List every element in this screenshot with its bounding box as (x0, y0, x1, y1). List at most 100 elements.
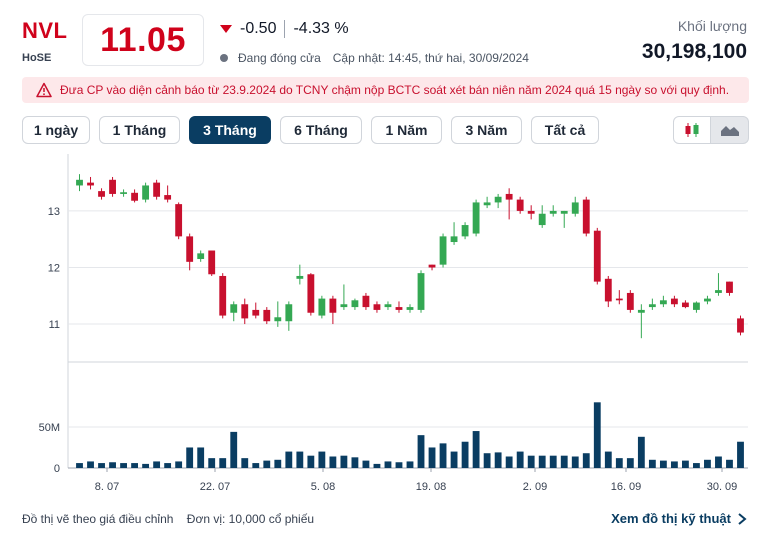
volume-bar (98, 463, 105, 468)
volume-bar (351, 457, 359, 468)
candle-down (428, 264, 436, 268)
volume-bar (329, 456, 337, 468)
volume-bar (153, 461, 161, 468)
warning-text: Đưa CP vào diện cảnh báo từ 23.9.2024 do… (60, 83, 730, 97)
volume-bar (175, 461, 183, 468)
tab-3-months[interactable]: 3 Tháng (189, 116, 271, 144)
candle-up (406, 307, 414, 310)
volume-bar (384, 461, 392, 468)
volume-bar (494, 452, 502, 468)
price-chart: 13 12 11 50M 0 8. 07 22. 07 5. 08 19. 08 2. 09 16… (39, 154, 748, 493)
candlestick-button[interactable] (673, 116, 711, 144)
volume-bar (538, 455, 546, 468)
exchange-label: HoSE (22, 52, 52, 64)
candle-up (693, 302, 700, 310)
tab-3-years[interactable]: 3 Năm (451, 116, 522, 144)
candle-down (604, 278, 612, 302)
candle-up (648, 304, 656, 308)
volume-tick-label: 0 (54, 463, 60, 475)
volume-bar (208, 458, 216, 468)
volume-bar (307, 455, 315, 468)
candle-up (538, 213, 546, 226)
x-tick-label: 8. 07 (95, 481, 119, 493)
volume-bar (120, 463, 127, 468)
tab-1-month[interactable]: 1 Tháng (99, 116, 180, 144)
candle-up (704, 298, 711, 302)
volume-bar (373, 463, 381, 468)
candle-up (384, 304, 392, 308)
volume-bar (285, 451, 293, 468)
tab-all[interactable]: Tất cả (531, 116, 599, 144)
volume-bar (318, 451, 326, 468)
change-value: -0.50 (240, 20, 277, 37)
tab-6-months[interactable]: 6 Tháng (280, 116, 362, 144)
chevron-right-icon (738, 512, 747, 525)
volume-bar (527, 455, 535, 468)
volume-value: 30,198,100 (641, 40, 747, 63)
candle-down (527, 210, 535, 214)
updated-time: Cập nhật: 14:45, thứ hai, 30/09/2024 (332, 51, 529, 65)
volume-bar (164, 463, 172, 468)
volume-bar (76, 463, 83, 468)
price-box: 11.05 (82, 14, 204, 66)
candle-up (120, 192, 127, 194)
candle-up (483, 202, 491, 206)
candle-down (670, 298, 678, 305)
candle-up (637, 309, 645, 313)
candle-up (351, 300, 359, 308)
volume-bar (197, 447, 205, 468)
technical-chart-link-text: Xem đồ thị kỹ thuật (611, 511, 731, 526)
candle-up (417, 273, 425, 310)
candle-down (362, 295, 370, 308)
candle-down (241, 304, 249, 319)
volume-bar (219, 458, 227, 468)
tab-1-day[interactable]: 1 ngày (22, 116, 90, 144)
volume-bar (131, 463, 139, 468)
technical-chart-link[interactable]: Xem đồ thị kỹ thuật (611, 511, 747, 526)
status-text: Đang đóng cửa (238, 51, 321, 65)
tab-1-year[interactable]: 1 Năm (371, 116, 442, 144)
divider (284, 20, 286, 38)
status-dot-icon (220, 54, 228, 62)
candle-up (274, 317, 282, 322)
volume-bar (109, 462, 116, 468)
adjusted-price-note: Đồ thị vẽ theo giá điều chỉnh (22, 512, 174, 526)
warning-triangle-icon (36, 82, 52, 98)
volume-bar (615, 458, 623, 468)
candle-down (98, 191, 105, 197)
candle-up (318, 298, 326, 316)
candle-down (626, 292, 634, 310)
x-tick-label: 22. 07 (200, 481, 231, 493)
volume-bar (428, 447, 436, 468)
volume-bar (571, 456, 579, 468)
volume-bar (439, 443, 447, 468)
volume-tick-label: 50M (39, 422, 60, 434)
volume-bar (252, 463, 260, 468)
candle-down (131, 192, 139, 201)
volume-bar (737, 441, 744, 468)
x-tick-label: 16. 09 (611, 481, 642, 493)
volume-bar (362, 460, 370, 468)
volume-bar (472, 431, 480, 468)
volume-bar (274, 459, 282, 468)
volume-bar (516, 451, 524, 468)
volume-bar (186, 447, 194, 468)
candlestick-icon (685, 123, 699, 137)
x-tick-label: 30. 09 (707, 481, 738, 493)
change-percent: -4.33 % (293, 20, 349, 37)
volume-bar (637, 436, 645, 468)
volume-bar (406, 461, 414, 468)
candle-up (439, 236, 447, 265)
ticker-symbol: NVL (22, 18, 68, 43)
candle-down (582, 199, 590, 234)
candle-down (87, 182, 94, 186)
candle-down (516, 199, 524, 211)
x-tick-label: 2. 09 (523, 481, 547, 493)
volume-bar (704, 459, 711, 468)
volume-bar (726, 459, 733, 468)
candle-down (505, 193, 513, 200)
candle-down (726, 281, 733, 293)
x-tick-label: 19. 08 (416, 481, 447, 493)
area-chart-button[interactable] (711, 116, 749, 144)
volume-bar (296, 451, 304, 468)
